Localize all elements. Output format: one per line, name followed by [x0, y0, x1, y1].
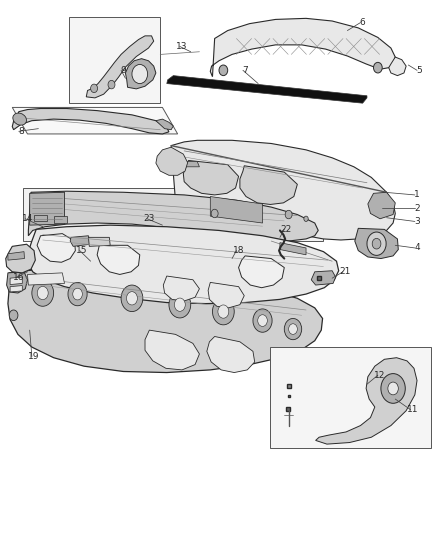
- Text: 3: 3: [414, 217, 420, 226]
- Circle shape: [372, 238, 381, 249]
- Polygon shape: [207, 336, 254, 373]
- Circle shape: [174, 298, 185, 311]
- Circle shape: [284, 318, 302, 340]
- Bar: [270, 347, 431, 448]
- Text: 14: 14: [22, 214, 33, 223]
- Polygon shape: [12, 108, 178, 134]
- Text: 13: 13: [176, 42, 188, 51]
- Text: 9: 9: [120, 66, 126, 75]
- Circle shape: [211, 209, 218, 217]
- Text: 21: 21: [339, 268, 351, 276]
- Polygon shape: [210, 197, 262, 223]
- Circle shape: [219, 65, 228, 76]
- Circle shape: [132, 64, 148, 84]
- Circle shape: [73, 288, 82, 300]
- Polygon shape: [389, 57, 406, 76]
- Polygon shape: [70, 236, 91, 246]
- Polygon shape: [163, 276, 199, 301]
- Polygon shape: [10, 286, 22, 292]
- Polygon shape: [37, 233, 75, 262]
- Polygon shape: [167, 76, 367, 103]
- Circle shape: [127, 292, 138, 305]
- Bar: [69, 17, 160, 103]
- Polygon shape: [240, 166, 297, 205]
- Polygon shape: [208, 282, 244, 308]
- Polygon shape: [53, 216, 67, 223]
- Polygon shape: [8, 252, 25, 260]
- Polygon shape: [28, 191, 318, 241]
- Circle shape: [9, 310, 18, 320]
- Text: 7: 7: [242, 66, 248, 75]
- Circle shape: [304, 216, 308, 221]
- Polygon shape: [23, 188, 323, 241]
- Polygon shape: [8, 269, 322, 373]
- Polygon shape: [184, 160, 239, 195]
- Text: 12: 12: [374, 370, 386, 379]
- Polygon shape: [88, 237, 110, 246]
- Circle shape: [91, 84, 98, 93]
- Polygon shape: [7, 272, 28, 293]
- Polygon shape: [28, 273, 64, 285]
- Text: 5: 5: [417, 66, 422, 75]
- Circle shape: [68, 282, 87, 306]
- Circle shape: [289, 324, 297, 334]
- Text: 15: 15: [76, 246, 88, 255]
- Text: 8: 8: [18, 127, 24, 136]
- Polygon shape: [97, 245, 140, 274]
- Circle shape: [258, 315, 267, 326]
- Circle shape: [374, 62, 382, 73]
- Text: 6: 6: [360, 18, 365, 27]
- Text: 19: 19: [28, 352, 40, 361]
- Circle shape: [32, 280, 53, 306]
- Polygon shape: [239, 256, 284, 288]
- Polygon shape: [10, 277, 22, 285]
- Text: 18: 18: [233, 246, 244, 255]
- Polygon shape: [145, 330, 199, 370]
- Polygon shape: [12, 109, 169, 134]
- Text: 11: 11: [407, 405, 418, 414]
- Circle shape: [253, 309, 272, 332]
- Text: 2: 2: [414, 204, 420, 213]
- Text: 1: 1: [414, 190, 420, 199]
- Polygon shape: [30, 192, 64, 225]
- Circle shape: [37, 286, 48, 300]
- Ellipse shape: [13, 113, 27, 125]
- Text: 16: 16: [13, 272, 25, 281]
- Polygon shape: [184, 161, 199, 167]
- Text: 22: 22: [281, 225, 292, 234]
- Polygon shape: [163, 140, 395, 240]
- Circle shape: [381, 374, 405, 403]
- Polygon shape: [34, 215, 47, 221]
- Circle shape: [108, 80, 115, 89]
- Polygon shape: [355, 228, 398, 259]
- Polygon shape: [210, 18, 395, 77]
- Polygon shape: [311, 271, 336, 285]
- Circle shape: [285, 211, 292, 219]
- Polygon shape: [156, 147, 187, 175]
- Text: 23: 23: [144, 214, 155, 223]
- Polygon shape: [6, 244, 35, 273]
- Circle shape: [212, 298, 234, 325]
- Polygon shape: [280, 243, 306, 255]
- Circle shape: [367, 232, 386, 255]
- Circle shape: [218, 305, 229, 318]
- Polygon shape: [86, 36, 154, 98]
- Text: 4: 4: [414, 244, 420, 253]
- Polygon shape: [125, 59, 156, 89]
- Polygon shape: [368, 192, 395, 219]
- Polygon shape: [316, 358, 417, 444]
- Polygon shape: [28, 225, 339, 304]
- Circle shape: [121, 285, 143, 312]
- Circle shape: [169, 292, 191, 318]
- Polygon shape: [156, 119, 173, 130]
- Circle shape: [388, 382, 398, 395]
